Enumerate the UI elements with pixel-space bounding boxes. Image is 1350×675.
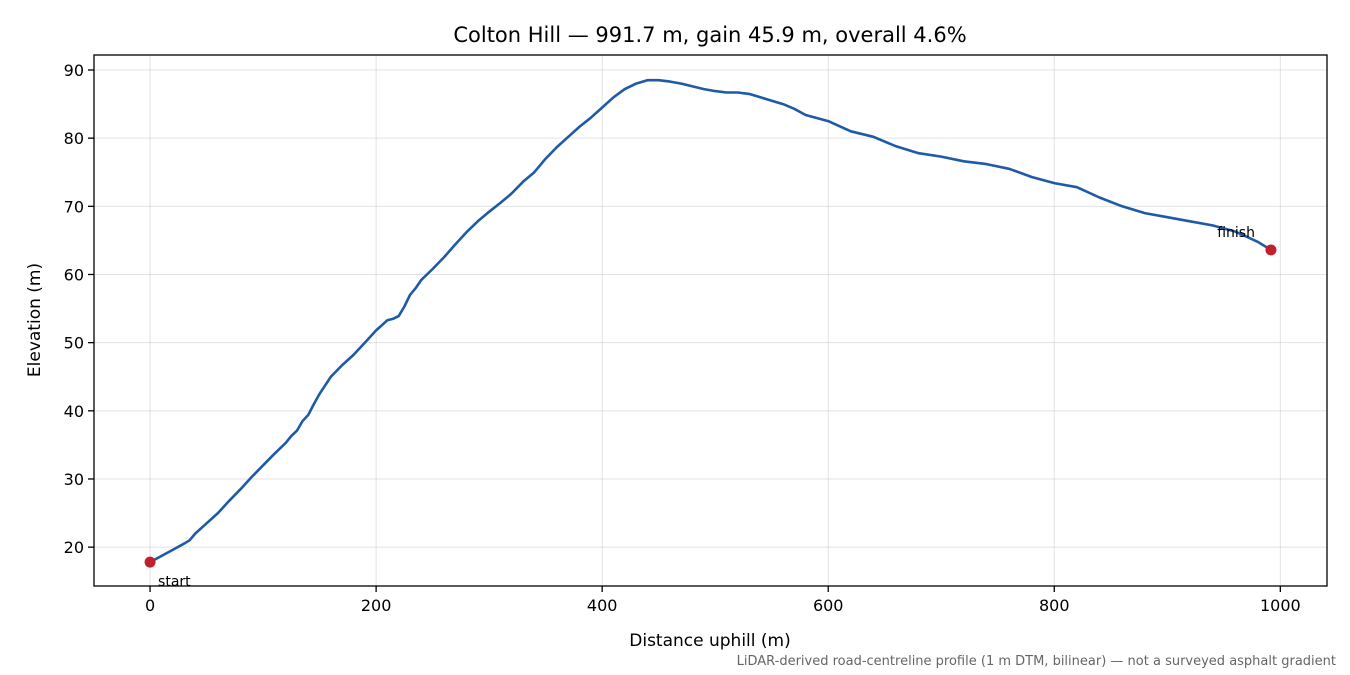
- x-tick-label: 400: [587, 596, 618, 615]
- x-tick-label: 600: [813, 596, 844, 615]
- x-tick-label: 200: [361, 596, 392, 615]
- elevation-profile-line: [149, 78, 1272, 564]
- x-tick-label: 1000: [1260, 596, 1301, 615]
- chart-title: Colton Hill — 991.7 m, gain 45.9 m, over…: [453, 23, 966, 47]
- x-tick-label: 800: [1039, 596, 1070, 615]
- y-tick-label: 50: [64, 334, 84, 353]
- finish-marker: [1265, 244, 1277, 256]
- y-tick-label: 60: [64, 265, 84, 284]
- axis-ticks: 0 200 400 600 800 1000 20 30 40 50 60 70 80 90: [64, 61, 1301, 615]
- y-tick-label: 30: [64, 470, 84, 489]
- start-marker: [144, 556, 156, 568]
- x-axis-label: Distance uphill (m): [629, 631, 790, 651]
- start-label: start: [158, 574, 191, 590]
- x-tick-label: 0: [145, 596, 155, 615]
- y-tick-label: 20: [64, 538, 84, 557]
- grid: [94, 55, 1327, 586]
- y-tick-label: 90: [64, 61, 84, 80]
- annotations: start finish: [144, 225, 1277, 590]
- finish-label: finish: [1217, 225, 1255, 241]
- y-axis-label: Elevation (m): [25, 263, 45, 377]
- y-tick-label: 40: [64, 402, 84, 421]
- y-tick-label: 70: [64, 197, 84, 216]
- footnote: LiDAR-derived road-centreline profile (1…: [737, 654, 1336, 669]
- y-tick-label: 80: [64, 129, 84, 148]
- series-layer: [149, 78, 1272, 564]
- plot-area-frame: [93, 54, 1328, 587]
